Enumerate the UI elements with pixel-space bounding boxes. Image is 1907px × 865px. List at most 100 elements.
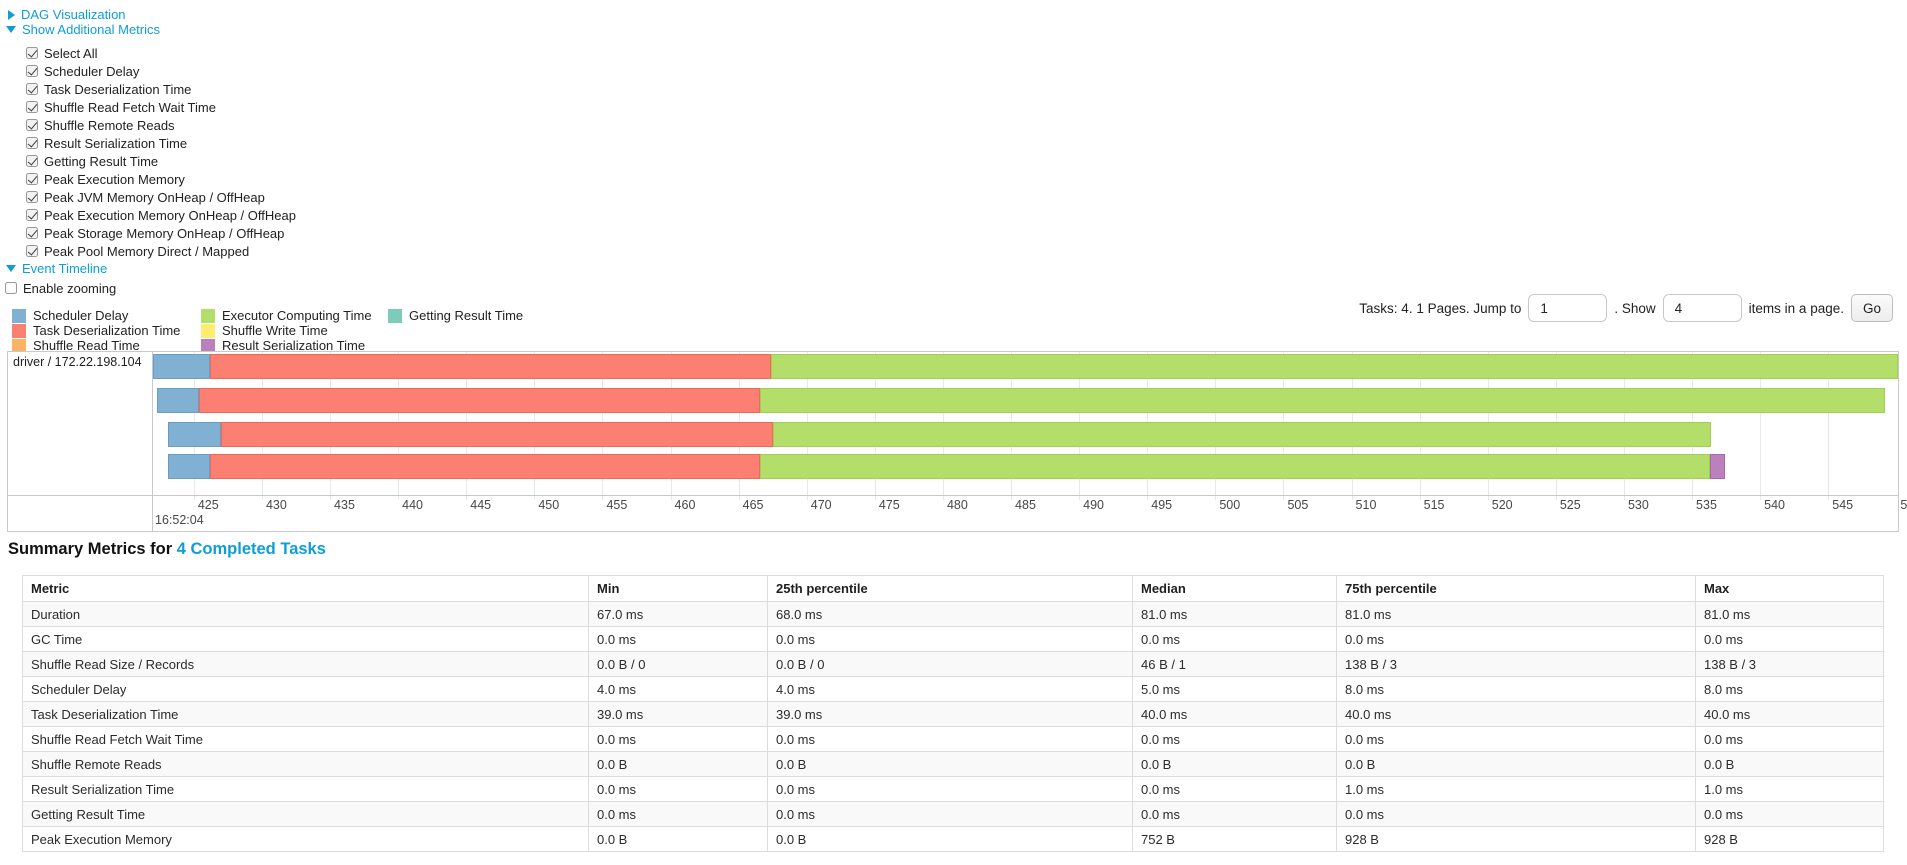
metric-value-cell: 0.0 ms [1132,626,1337,652]
legend-label: Shuffle Read Time [33,338,140,353]
metric-checkbox-row[interactable]: Shuffle Read Fetch Wait Time [26,98,296,116]
metric-checkbox-row[interactable]: Select All [26,44,296,62]
event-timeline-toggle[interactable]: Event Timeline [6,261,107,276]
timeline-tick-label: 465 [742,498,764,512]
metric-checkbox-label: Task Deserialization Time [44,81,192,97]
task-bar-task-deserialization [210,354,772,379]
metric-value-cell: 40.0 ms [1695,701,1884,727]
legend-label: Shuffle Write Time [222,323,328,338]
metric-checkbox[interactable] [26,47,38,59]
scheduler-delay-swatch [12,308,26,323]
metric-checkbox[interactable] [26,209,38,221]
metric-name-cell: Peak Execution Memory [22,826,589,852]
metric-checkbox[interactable] [26,83,38,95]
completed-tasks-link[interactable]: 4 Completed Tasks [176,540,326,558]
metric-checkbox-row[interactable]: Peak Execution Memory [26,170,296,188]
metric-checkbox-label: Shuffle Remote Reads [44,117,175,133]
metric-checkbox-label: Getting Result Time [44,153,159,169]
timeline-tick-label: 495 [1151,498,1173,512]
metric-checkbox[interactable] [26,101,38,113]
show-text: . Show [1614,300,1656,316]
metric-value-cell: 1.0 ms [1695,776,1884,802]
go-button[interactable]: Go [1850,294,1893,322]
metric-value-cell: 1.0 ms [1336,776,1696,802]
legend-column: Executor Computing Time Shuffle Write Tim… [201,308,372,353]
metric-checkbox-label: Peak JVM Memory OnHeap / OffHeap [44,189,265,205]
additional-metrics-list: Select All Scheduler Delay Task Deserializ… [26,44,296,260]
metric-checkbox-row[interactable]: Peak Pool Memory Direct / Mapped [26,242,296,260]
metric-value-cell: 0.0 ms [588,626,768,652]
chevron-right-icon [8,9,15,20]
metric-checkbox-row[interactable]: Scheduler Delay [26,62,296,80]
dag-visualization-toggle[interactable]: DAG Visualization [8,7,126,22]
timeline-tick-label: 500 [1219,498,1241,512]
timeline-group-label-cell: driver / 172.22.198.104 [8,352,153,531]
metric-checkbox[interactable] [26,137,38,149]
timeline-tick-label: 450 [538,498,560,512]
items-in-page-text: items in a page. [1748,300,1844,316]
metric-checkbox-row[interactable]: Peak Execution Memory OnHeap / OffHeap [26,206,296,224]
metric-checkbox[interactable] [26,173,38,185]
timeline-gridline [1828,352,1830,500]
timeline-tick-label: 525 [1559,498,1581,512]
metric-value-cell: 0.0 B [1695,751,1884,777]
dag-visualization-label: DAG Visualization [21,7,126,22]
metric-checkbox[interactable] [26,155,38,167]
shuffle-read-swatch [12,338,26,353]
metric-value-cell: 0.0 ms [1132,726,1337,752]
summary-metrics-heading: Summary Metrics for 4 Completed Tasks [8,540,326,559]
legend-column: Getting Result Time [388,308,523,323]
metric-value-cell: 0.0 ms [1132,801,1337,827]
metric-value-cell: 4.0 ms [767,676,1133,702]
metric-value-cell: 0.0 ms [1695,801,1884,827]
legend-label: Scheduler Delay [33,308,129,323]
metric-checkbox-label: Peak Execution Memory OnHeap / OffHeap [44,207,296,223]
enable-zooming-checkbox[interactable] [5,282,17,294]
table-header-cell: Median [1132,575,1337,602]
task-bar-scheduler-delay [157,388,200,413]
metric-value-cell: 0.0 ms [1695,726,1884,752]
metric-checkbox-label: Select All [44,45,98,61]
metric-checkbox-label: Scheduler Delay [44,63,140,79]
metric-value-cell: 0.0 B [1132,751,1337,777]
metric-checkbox-row[interactable]: Shuffle Remote Reads [26,116,296,134]
metric-checkbox-row[interactable]: Getting Result Time [26,152,296,170]
timeline-major-time-label: 16:52:04 [155,513,204,527]
metric-value-cell: 46 B / 1 [1132,651,1337,677]
metric-value-cell: 4.0 ms [588,676,768,702]
metric-checkbox-row[interactable]: Peak JVM Memory OnHeap / OffHeap [26,188,296,206]
jump-to-page-input[interactable] [1528,294,1608,322]
metric-checkbox-row[interactable]: Result Serialization Time [26,134,296,152]
summary-heading-text: Summary Metrics for [8,540,173,558]
timeline-gridline [1760,352,1762,500]
metric-value-cell: 0.0 ms [767,726,1133,752]
summary-metrics-table: Metric Min 25th percentile Median 75th perce… [22,575,1884,852]
items-per-page-input[interactable] [1662,294,1742,322]
metric-name-cell: Shuffle Read Fetch Wait Time [22,726,589,752]
shuffle-write-swatch [201,323,215,338]
show-additional-metrics-label: Show Additional Metrics [22,22,161,37]
legend-item: Scheduler Delay [12,308,180,323]
metric-checkbox[interactable] [26,227,38,239]
task-bar-executor-computing [760,454,1710,479]
metric-name-cell: Task Deserialization Time [22,701,589,727]
timeline-tick-label: 430 [265,498,287,512]
legend-item: Shuffle Read Time [12,338,180,353]
task-pagination: Tasks: 4. 1 Pages. Jump to . Show items … [1359,294,1893,322]
metric-checkbox-row[interactable]: Task Deserialization Time [26,80,296,98]
metric-checkbox[interactable] [26,119,38,131]
table-row: Shuffle Remote Reads 0.0 B 0.0 B 0.0 B 0.0 B… [22,751,1884,777]
metric-checkbox-row[interactable]: Peak Storage Memory OnHeap / OffHeap [26,224,296,242]
timeline-plot-area: 425 430 435 440 445 450 455 460 465 470 475 480 485 4… [153,352,1907,531]
metric-checkbox[interactable] [26,191,38,203]
table-header-cell: Min [588,575,768,602]
metric-checkbox[interactable] [26,245,38,257]
metric-checkbox[interactable] [26,65,38,77]
timeline-tick-label: 515 [1423,498,1445,512]
show-additional-metrics-toggle[interactable]: Show Additional Metrics [6,22,160,37]
metric-value-cell: 81.0 ms [1132,601,1337,627]
timeline-tick-label: 545 [1832,498,1854,512]
enable-zooming-row[interactable]: Enable zooming [5,279,116,297]
task-bar-task-deserialization [221,422,773,447]
legend-column: Scheduler Delay Task Deserialization Time… [12,308,180,353]
